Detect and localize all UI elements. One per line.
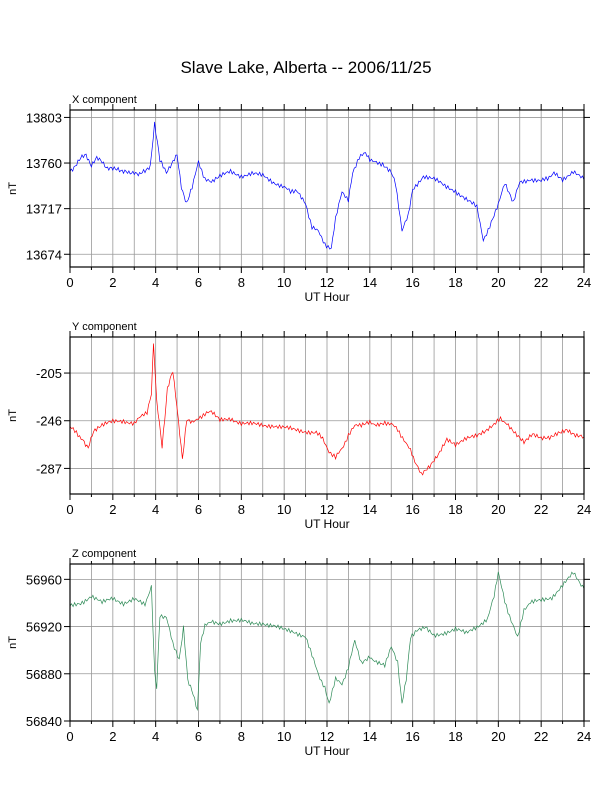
y-axis-label: nT [7,636,19,649]
x-tick-label: 24 [577,729,591,744]
x-tick-label: 18 [448,502,462,517]
x-tick-label: 4 [152,502,159,517]
x-tick-label: 22 [534,502,548,517]
x-tick-label: 2 [109,275,116,290]
chart-main-title: Slave Lake, Alberta -- 2006/11/25 [180,58,432,77]
panel-title: Y component [72,321,137,333]
data-series-line [69,571,585,711]
x-tick-label: 6 [195,275,202,290]
x-tick-label: 12 [320,502,334,517]
y-tick-label: 13803 [26,110,62,125]
y-tick-label: 13674 [26,247,62,262]
panel-title: X component [72,94,137,106]
x-tick-label: 18 [448,729,462,744]
x-tick-label: 14 [363,729,377,744]
y-tick-label: -205 [36,366,62,381]
x-tick-label: 12 [320,729,334,744]
x-tick-label: 14 [363,275,377,290]
x-tick-label: 8 [238,729,245,744]
x-tick-label: 10 [277,275,291,290]
x-axis-label: UT Hour [304,517,349,531]
x-tick-label: 24 [577,275,591,290]
data-series-line [69,343,585,476]
x-tick-label: 2 [109,729,116,744]
y-tick-label: -246 [36,414,62,429]
x-tick-label: 16 [405,502,419,517]
y-axis-label: nT [7,182,19,195]
x-tick-label: 8 [238,275,245,290]
y-tick-label: 56840 [26,714,62,729]
y-tick-label: -287 [36,461,62,476]
x-tick-label: 0 [66,729,73,744]
x-tick-label: 10 [277,502,291,517]
y-tick-label: 56880 [26,667,62,682]
x-tick-label: 20 [491,275,505,290]
y-axis-label: nT [7,409,19,422]
x-tick-label: 16 [405,275,419,290]
x-axis-label: UT Hour [304,744,349,758]
x-tick-label: 14 [363,502,377,517]
data-series-line [69,121,585,250]
x-tick-label: 0 [66,275,73,290]
x-axis-label: UT Hour [304,290,349,304]
x-tick-label: 6 [195,729,202,744]
x-tick-label: 16 [405,729,419,744]
y-tick-label: 56920 [26,620,62,635]
x-tick-label: 12 [320,275,334,290]
x-tick-label: 6 [195,502,202,517]
x-tick-label: 20 [491,729,505,744]
x-tick-label: 10 [277,729,291,744]
x-tick-label: 24 [577,502,591,517]
x-tick-label: 0 [66,502,73,517]
x-tick-label: 4 [152,275,159,290]
y-tick-label: 13717 [26,202,62,217]
x-tick-label: 18 [448,275,462,290]
panel-title: Z component [72,548,136,560]
x-tick-label: 20 [491,502,505,517]
x-tick-label: 4 [152,729,159,744]
y-tick-label: 56960 [26,572,62,587]
x-tick-label: 2 [109,502,116,517]
x-tick-label: 22 [534,275,548,290]
x-tick-label: 22 [534,729,548,744]
y-tick-label: 13760 [26,156,62,171]
x-tick-label: 8 [238,502,245,517]
